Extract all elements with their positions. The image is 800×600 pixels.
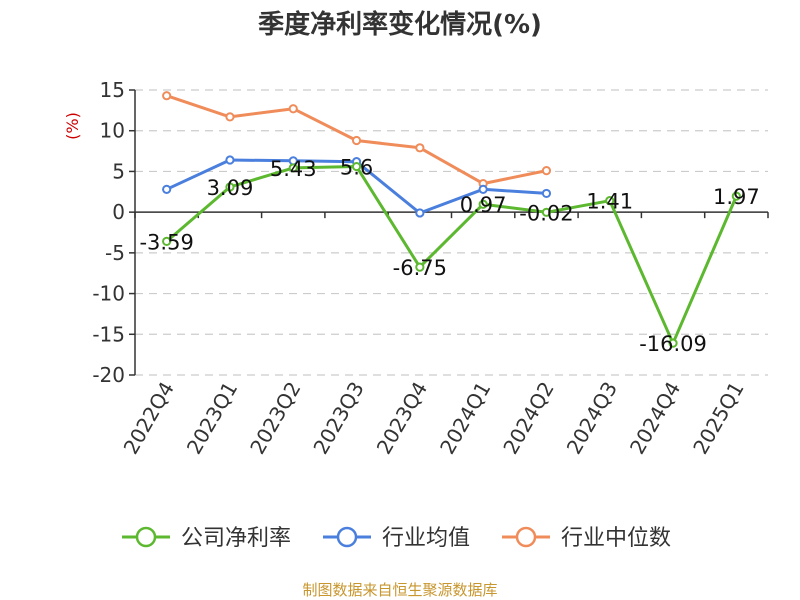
data-label: 5.43 xyxy=(270,157,317,181)
x-tick-label: 2023Q3 xyxy=(308,378,368,459)
series-point-1 xyxy=(478,184,488,194)
series-point-0 xyxy=(288,163,298,173)
y-axis-label: (%) xyxy=(63,112,82,140)
series-point-0 xyxy=(605,196,615,206)
legend-marker-2 xyxy=(515,526,537,548)
data-label: -3.59 xyxy=(139,230,193,254)
x-tick-label: 2024Q2 xyxy=(498,378,558,459)
data-label: 1.41 xyxy=(586,190,633,214)
data-label: 0.97 xyxy=(460,193,507,217)
series-point-0 xyxy=(415,262,425,272)
x-tick-label: 2025Q1 xyxy=(688,378,748,459)
data-label: 3.09 xyxy=(207,176,254,200)
data-label: 1.97 xyxy=(713,185,760,209)
series-point-2 xyxy=(415,143,425,153)
series-point-2 xyxy=(351,135,362,146)
x-tick-label: 2024Q3 xyxy=(562,378,622,459)
grid-layer xyxy=(135,89,768,376)
data-label: -6.75 xyxy=(393,256,447,280)
series-point-0 xyxy=(668,338,678,348)
y-tick-label: 5 xyxy=(112,159,125,183)
legend-marker-1 xyxy=(336,526,358,548)
series-point-0 xyxy=(731,191,741,201)
chart-title: 季度净利率变化情况(%) xyxy=(258,9,542,40)
y-tick-label: 15 xyxy=(100,78,125,102)
data-label: 5.6 xyxy=(340,156,373,180)
x-tick-label: 2023Q4 xyxy=(372,378,432,459)
series-point-0 xyxy=(225,182,235,192)
series-point-2 xyxy=(288,104,298,114)
data-label-layer: -3.59 3.09 5.43 5.6 -6.75 0.97 -0.02 1.41 -16.09… xyxy=(139,156,759,357)
legend-label-2: 行业中位数 xyxy=(561,526,671,551)
data-label: -0.02 xyxy=(519,201,573,225)
y-tick-label: -10 xyxy=(92,282,125,306)
legend: 公司净利率 行业均值 行业中位数 xyxy=(122,526,671,551)
y-tick-label: 0 xyxy=(112,200,125,224)
x-tick-label: 2023Q1 xyxy=(182,378,242,459)
series-point-2 xyxy=(541,166,552,176)
series-point-2 xyxy=(225,112,235,122)
y-tick-label: -5 xyxy=(105,241,125,265)
series-point-1 xyxy=(162,184,172,194)
data-label: -16.09 xyxy=(639,332,707,356)
legend-label-1: 行业均值 xyxy=(382,526,470,551)
y-tick-label: 10 xyxy=(100,119,125,143)
source-note: 制图数据来自恒生聚源数据库 xyxy=(302,581,497,599)
x-tick-label: 2024Q4 xyxy=(625,378,685,459)
x-tick-label: 2023Q2 xyxy=(245,378,305,459)
legend-marker-0 xyxy=(135,526,157,548)
y-tick-label: -20 xyxy=(92,363,125,387)
series-point-0 xyxy=(478,199,488,209)
series-point-0 xyxy=(351,161,362,172)
legend-label-0: 公司净利率 xyxy=(181,526,291,551)
series-point-1 xyxy=(225,155,235,165)
series-point-0 xyxy=(541,207,552,217)
series-line-0 xyxy=(165,165,738,345)
y-tick-label: -15 xyxy=(92,322,125,346)
series-layer xyxy=(162,91,741,348)
x-tick-label: 2024Q1 xyxy=(435,378,495,459)
series-point-1 xyxy=(415,208,425,218)
series-point-0 xyxy=(162,236,172,246)
x-tick-label: 2022Q4 xyxy=(119,378,179,459)
series-point-1 xyxy=(541,188,552,199)
series-point-2 xyxy=(162,91,172,101)
